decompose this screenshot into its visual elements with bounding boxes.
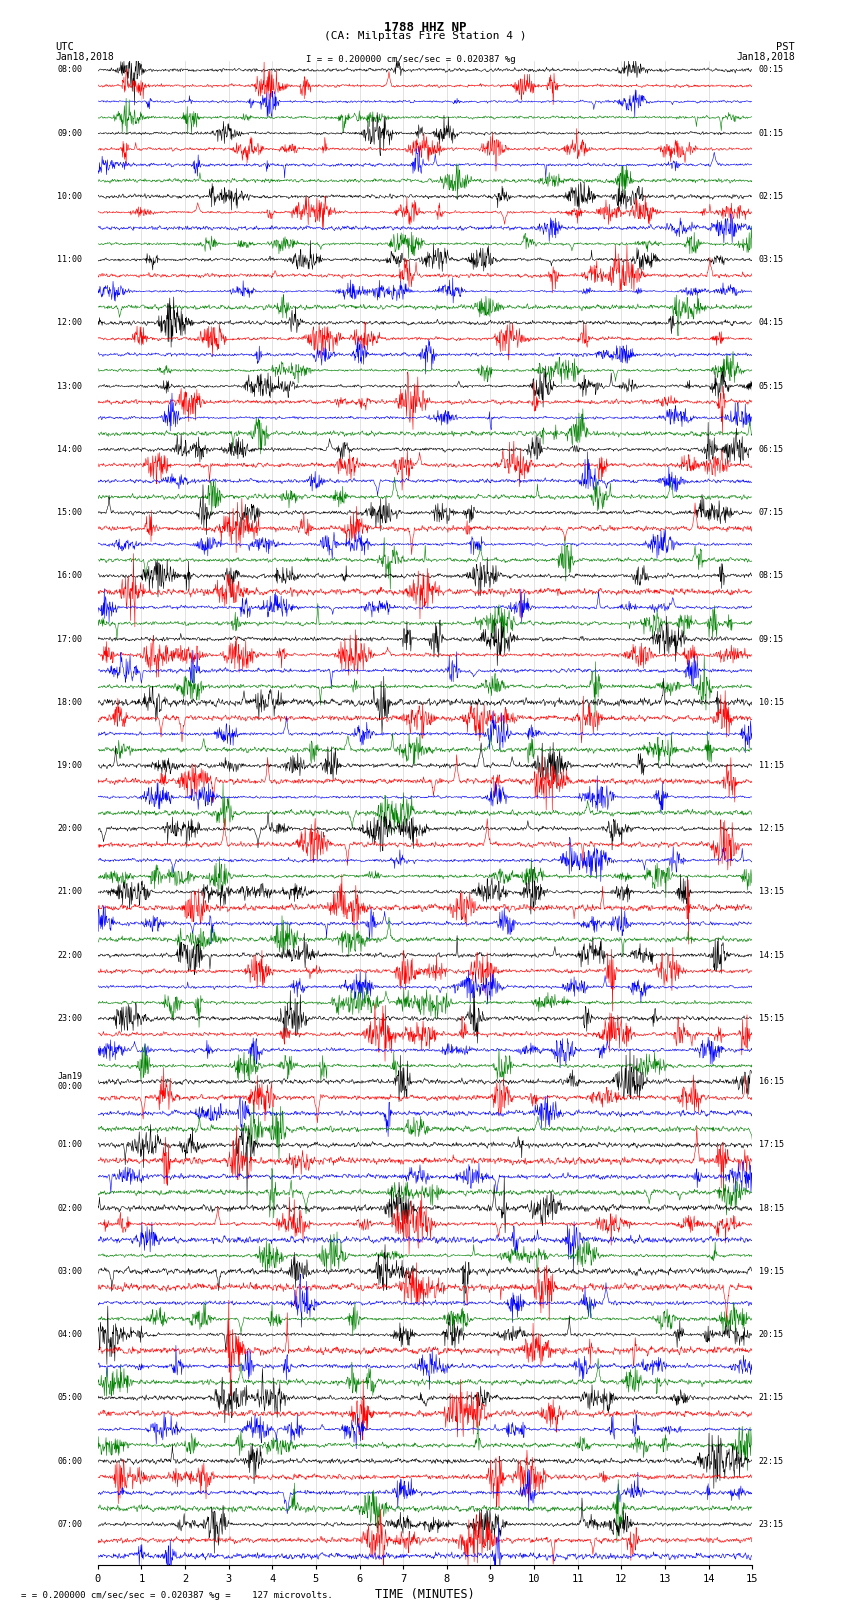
Text: Jan18,2018: Jan18,2018	[55, 52, 114, 61]
Text: 09:15: 09:15	[759, 634, 784, 644]
Text: 03:15: 03:15	[759, 255, 784, 265]
Text: 04:15: 04:15	[759, 318, 784, 327]
Text: (CA: Milpitas Fire Station 4 ): (CA: Milpitas Fire Station 4 )	[324, 31, 526, 40]
Text: 08:15: 08:15	[759, 571, 784, 581]
Text: 01:00: 01:00	[58, 1140, 82, 1150]
Text: 13:00: 13:00	[58, 382, 82, 390]
Text: 07:00: 07:00	[58, 1519, 82, 1529]
Text: 17:15: 17:15	[759, 1140, 784, 1150]
Text: 10:00: 10:00	[58, 192, 82, 202]
Text: 20:15: 20:15	[759, 1331, 784, 1339]
Text: 13:15: 13:15	[759, 887, 784, 897]
Text: 04:00: 04:00	[58, 1331, 82, 1339]
Text: 15:15: 15:15	[759, 1015, 784, 1023]
X-axis label: TIME (MINUTES): TIME (MINUTES)	[375, 1587, 475, 1600]
Text: 07:15: 07:15	[759, 508, 784, 518]
Text: = = 0.200000 cm/sec/sec = 0.020387 %g =    127 microvolts.: = = 0.200000 cm/sec/sec = 0.020387 %g = …	[21, 1590, 333, 1600]
Text: 12:00: 12:00	[58, 318, 82, 327]
Text: 19:00: 19:00	[58, 761, 82, 769]
Text: 15:00: 15:00	[58, 508, 82, 518]
Text: UTC: UTC	[55, 42, 74, 52]
Text: 22:00: 22:00	[58, 950, 82, 960]
Text: 05:15: 05:15	[759, 382, 784, 390]
Text: 06:00: 06:00	[58, 1457, 82, 1466]
Text: 17:00: 17:00	[58, 634, 82, 644]
Text: 11:00: 11:00	[58, 255, 82, 265]
Text: 16:00: 16:00	[58, 571, 82, 581]
Text: 18:00: 18:00	[58, 698, 82, 706]
Text: Jan18,2018: Jan18,2018	[736, 52, 795, 61]
Text: 21:00: 21:00	[58, 887, 82, 897]
Text: 09:00: 09:00	[58, 129, 82, 137]
Text: 12:15: 12:15	[759, 824, 784, 834]
Text: 18:15: 18:15	[759, 1203, 784, 1213]
Text: 01:15: 01:15	[759, 129, 784, 137]
Text: 14:00: 14:00	[58, 445, 82, 453]
Text: 08:00: 08:00	[58, 66, 82, 74]
Text: 20:00: 20:00	[58, 824, 82, 834]
Text: PST: PST	[776, 42, 795, 52]
Text: 23:00: 23:00	[58, 1015, 82, 1023]
Text: 23:15: 23:15	[759, 1519, 784, 1529]
Text: 1788 HHZ NP: 1788 HHZ NP	[383, 21, 467, 34]
Text: Jan19
00:00: Jan19 00:00	[58, 1073, 82, 1092]
Text: 21:15: 21:15	[759, 1394, 784, 1402]
Text: 22:15: 22:15	[759, 1457, 784, 1466]
Text: 14:15: 14:15	[759, 950, 784, 960]
Text: 03:00: 03:00	[58, 1266, 82, 1276]
Text: 02:00: 02:00	[58, 1203, 82, 1213]
Text: 19:15: 19:15	[759, 1266, 784, 1276]
Text: 06:15: 06:15	[759, 445, 784, 453]
Text: 02:15: 02:15	[759, 192, 784, 202]
Text: 05:00: 05:00	[58, 1394, 82, 1402]
Text: 10:15: 10:15	[759, 698, 784, 706]
Text: I = = 0.200000 cm/sec/sec = 0.020387 %g: I = = 0.200000 cm/sec/sec = 0.020387 %g	[306, 55, 516, 65]
Text: 11:15: 11:15	[759, 761, 784, 769]
Text: 00:15: 00:15	[759, 66, 784, 74]
Text: 16:15: 16:15	[759, 1077, 784, 1086]
